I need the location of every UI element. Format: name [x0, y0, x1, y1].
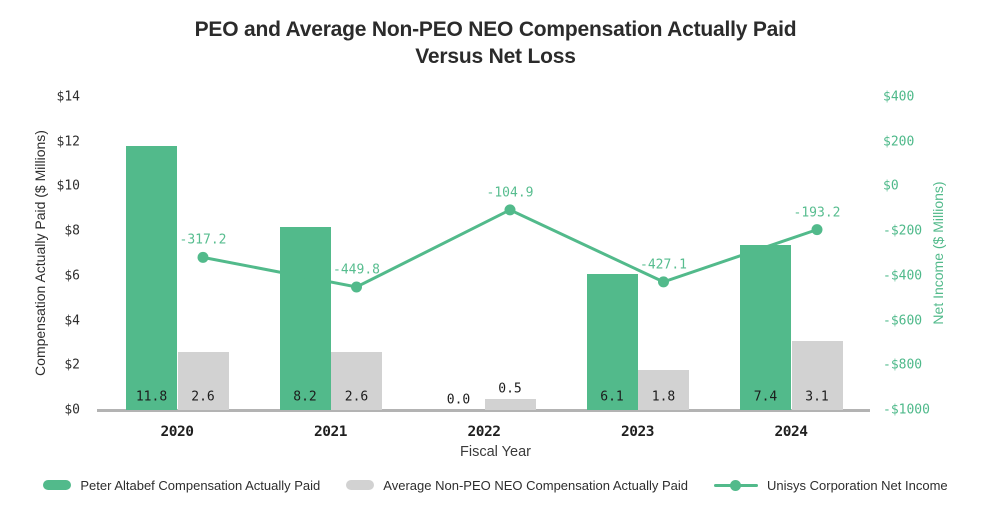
line-value-label: -317.2 — [179, 232, 227, 248]
x-tick-label: 2022 — [467, 424, 501, 440]
line-point-marker — [504, 204, 516, 216]
legend-item-label: Average Non-PEO NEO Compensation Actuall… — [383, 477, 688, 493]
legend-dot-icon — [730, 479, 741, 491]
right-tick-label: $200 — [883, 134, 915, 150]
left-tick-label: $10 — [56, 178, 80, 194]
left-tick-label: $2 — [64, 357, 80, 373]
legend-item-label: Peter Altabef Compensation Actually Paid — [80, 477, 321, 493]
legend-item: Peter Altabef Compensation Actually Paid — [43, 478, 320, 493]
chart-title: PEO and Average Non-PEO NEO Compensation… — [0, 16, 991, 71]
line-value-label: -193.2 — [793, 205, 841, 221]
left-axis-title: Compensation Actually Paid ($ Millions) — [32, 130, 48, 376]
legend-item: Unisys Corporation Net Income — [714, 478, 948, 493]
bar-nonpeo — [331, 351, 382, 410]
x-tick-label: 2024 — [774, 424, 808, 440]
bar-value-label: 8.2 — [293, 389, 317, 405]
bar-value-label: 6.1 — [600, 389, 624, 405]
x-axis-line — [97, 408, 870, 412]
line-point-marker — [811, 224, 823, 236]
bar-value-label: 11.8 — [135, 389, 168, 405]
bar-peo — [279, 226, 331, 410]
x-tick-label: 2020 — [160, 424, 194, 440]
line-value-label: -104.9 — [486, 185, 534, 201]
bar-peo — [586, 273, 638, 410]
left-tick-label: $4 — [64, 313, 80, 329]
line-value-label: -427.1 — [640, 257, 687, 273]
right-axis-title: Net Income ($ Millions) — [930, 181, 946, 325]
right-tick-label: -$800 — [883, 357, 923, 373]
left-tick-label: $6 — [64, 268, 80, 284]
bar-value-label: 1.8 — [651, 389, 676, 405]
bar-peo — [740, 244, 791, 410]
bar-value-label: 2.6 — [191, 389, 215, 405]
x-axis-title: Fiscal Year — [460, 444, 531, 460]
bar-peo — [126, 146, 177, 410]
line-point-marker — [351, 281, 362, 293]
left-tick-label: $12 — [56, 134, 80, 150]
bar-nonpeo — [484, 398, 536, 410]
right-tick-label: $400 — [883, 89, 915, 105]
bar-nonpeo — [177, 351, 229, 410]
left-tick-label: $0 — [64, 402, 80, 418]
bar-value-label: 3.1 — [805, 389, 829, 405]
chart-title-line2: Versus Net Loss — [415, 45, 576, 69]
bar-value-label: 7.4 — [753, 389, 778, 405]
line-point-marker — [197, 251, 209, 263]
legend-item-label: Unisys Corporation Net Income — [767, 477, 948, 493]
right-tick-label: -$200 — [883, 223, 923, 239]
bar-value-label: 0.0 — [446, 392, 471, 408]
bar-value-label: 0.5 — [498, 381, 522, 397]
chart-title-line1: PEO and Average Non-PEO NEO Compensation… — [194, 18, 797, 41]
legend-swatch-icon — [43, 480, 72, 490]
line-value-label: -449.8 — [333, 262, 380, 278]
line-point-marker — [658, 276, 669, 288]
x-tick-label: 2021 — [314, 424, 347, 440]
right-tick-label: -$400 — [883, 268, 923, 284]
bar-nonpeo — [791, 340, 843, 410]
legend-line-dot-icon — [714, 479, 758, 491]
legend-swatch-icon — [346, 480, 375, 490]
left-tick-label: $14 — [56, 89, 80, 105]
right-tick-label: -$600 — [883, 313, 923, 329]
left-tick-label: $8 — [64, 223, 80, 239]
legend: Peter Altabef Compensation Actually Paid… — [0, 472, 991, 498]
legend-item: Average Non-PEO NEO Compensation Actuall… — [346, 478, 688, 493]
right-tick-label: -$1000 — [883, 402, 930, 418]
bar-value-label: 2.6 — [344, 389, 369, 405]
right-tick-label: $0 — [883, 178, 899, 194]
bar-nonpeo — [638, 369, 689, 410]
x-tick-label: 2023 — [621, 424, 654, 440]
